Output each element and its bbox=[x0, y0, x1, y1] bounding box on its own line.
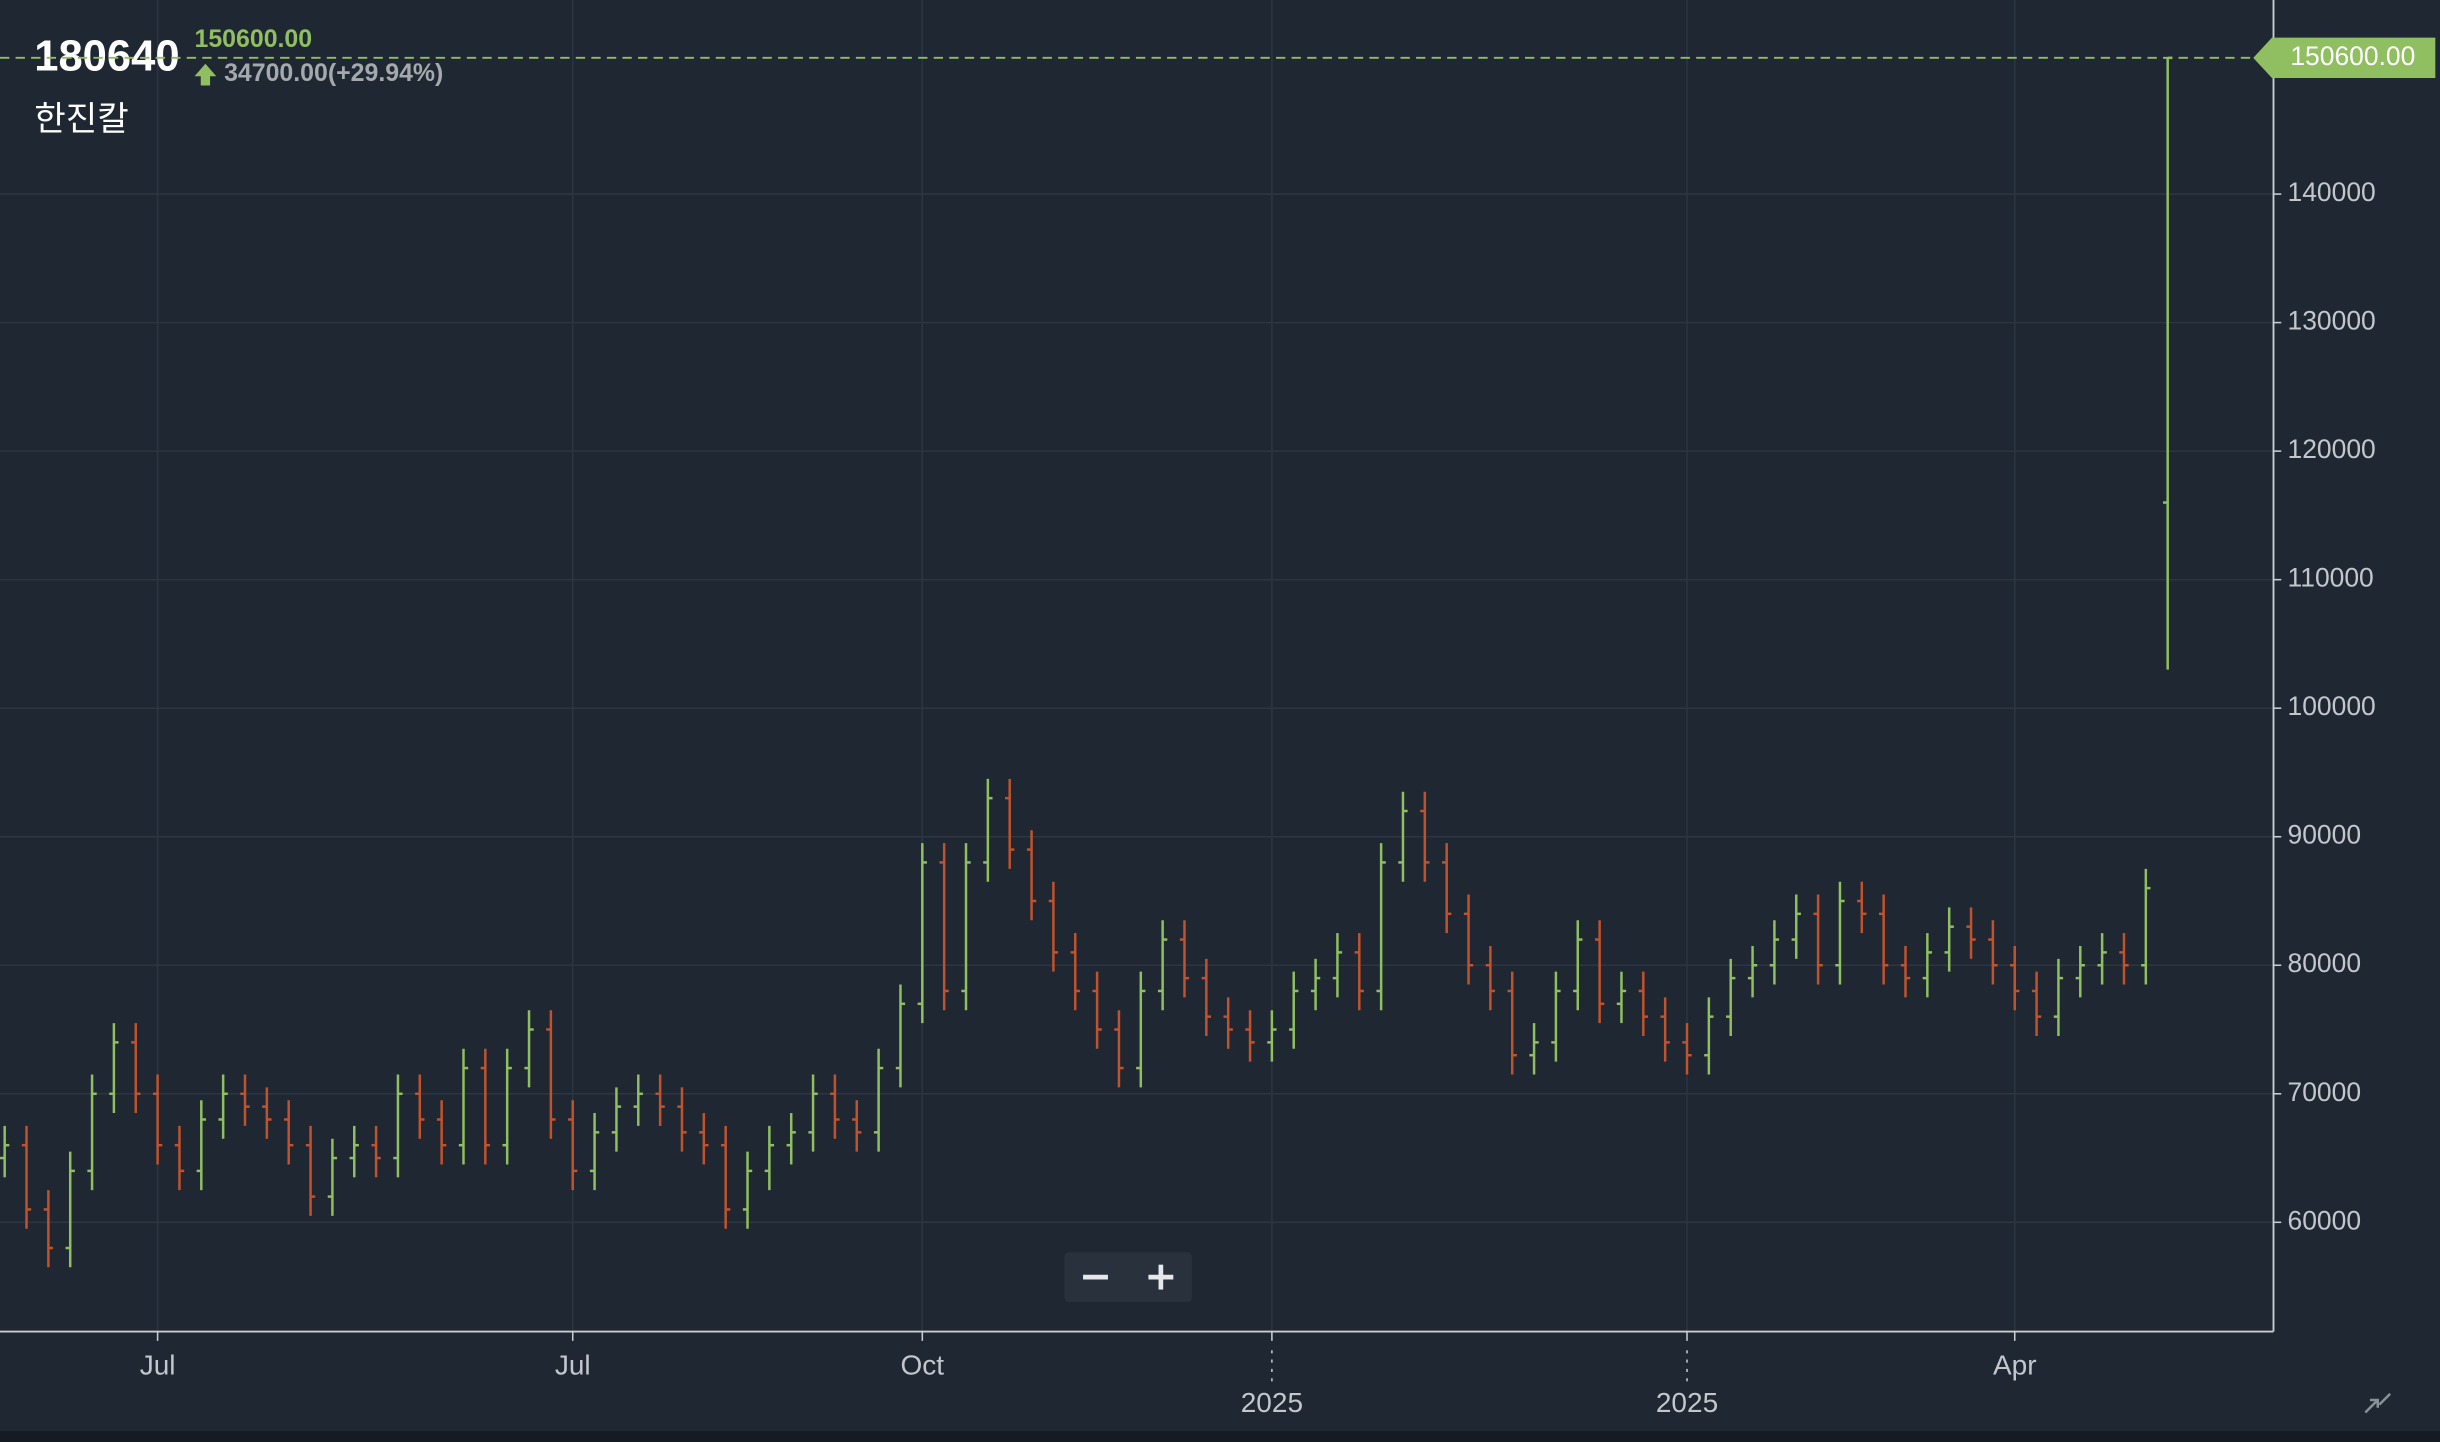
y-tick-label: 90000 bbox=[2288, 820, 2362, 850]
up-arrow bbox=[194, 63, 217, 86]
bottom-bar bbox=[0, 1431, 2440, 1442]
grid bbox=[0, 0, 2274, 1332]
last-price-tag bbox=[2253, 37, 2436, 79]
x-tick-label: Apr bbox=[1993, 1350, 2037, 1381]
y-tick-label: 120000 bbox=[2288, 434, 2376, 464]
y-tick-label: 100000 bbox=[2288, 691, 2376, 721]
x-tick-label: Jul bbox=[555, 1350, 591, 1381]
zoom-in-button[interactable] bbox=[1148, 1264, 1174, 1290]
y-tick-label: 140000 bbox=[2288, 177, 2376, 207]
zoom-controls bbox=[1064, 1252, 1192, 1302]
stock-name: 한진칼 bbox=[34, 100, 128, 138]
collapse-icon bbox=[2364, 1392, 2392, 1414]
y-tick-label: 110000 bbox=[2288, 563, 2374, 593]
x-tick-label: 2025 bbox=[1656, 1387, 1718, 1418]
bars bbox=[0, 56, 2173, 1268]
last-price-label: 150600.00 bbox=[2290, 41, 2415, 71]
price: 150600.00 bbox=[195, 25, 313, 53]
x-tick-label: Jul bbox=[140, 1350, 176, 1381]
x-tick-label: 2025 bbox=[1241, 1387, 1303, 1418]
x-tick-label: Oct bbox=[901, 1350, 945, 1381]
y-tick-label: 130000 bbox=[2288, 306, 2376, 336]
y-tick-label: 70000 bbox=[2288, 1077, 2362, 1107]
y-tick-label: 60000 bbox=[2288, 1205, 2362, 1235]
symbol: 180640 bbox=[34, 33, 179, 81]
y-tick-label: 80000 bbox=[2288, 948, 2362, 978]
change: 34700.00(+29.94%) bbox=[224, 59, 443, 87]
collapse-button[interactable] bbox=[2364, 1392, 2392, 1414]
